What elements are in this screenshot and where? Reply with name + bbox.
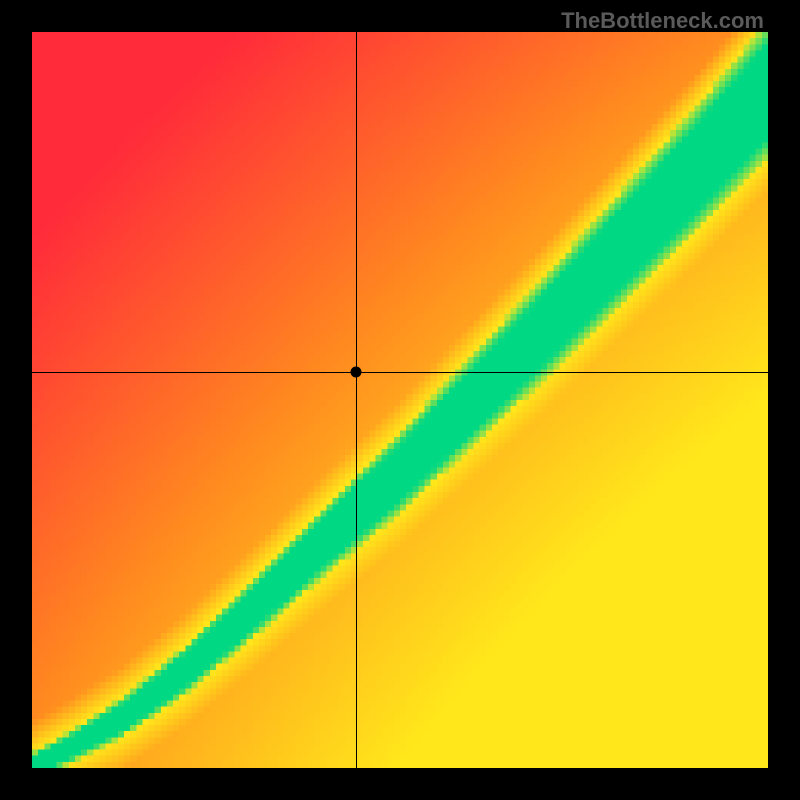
chart-container: TheBottleneck.com — [0, 0, 800, 800]
watermark-text: TheBottleneck.com — [561, 8, 764, 34]
bottleneck-heatmap — [32, 32, 768, 768]
selected-point-marker — [350, 367, 361, 378]
crosshair-vertical — [356, 32, 357, 768]
crosshair-horizontal — [32, 372, 768, 373]
